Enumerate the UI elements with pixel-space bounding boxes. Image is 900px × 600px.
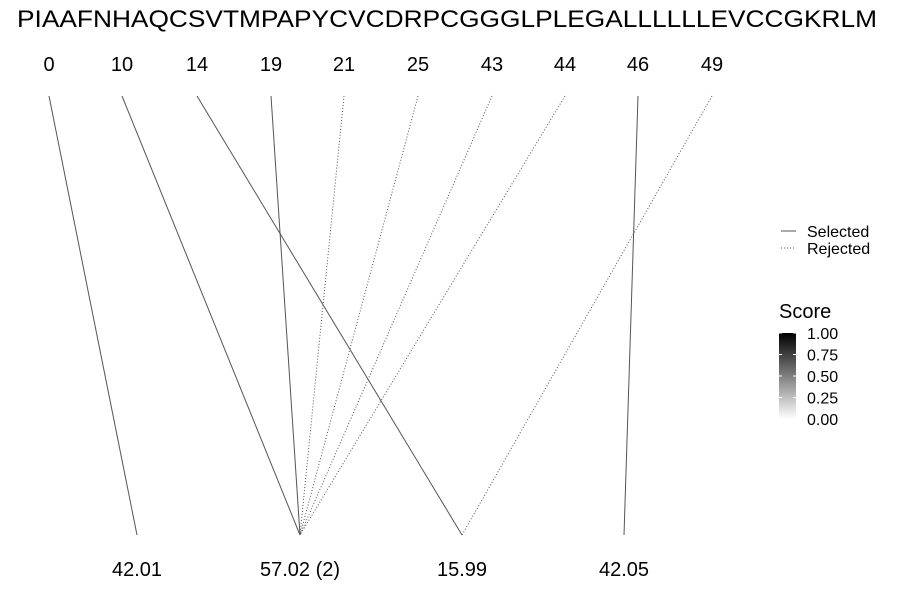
position-label: 44 bbox=[554, 54, 576, 76]
position-label: 0 bbox=[43, 54, 54, 76]
score-legend-title: Score bbox=[779, 301, 831, 323]
rejected-link bbox=[299, 95, 419, 536]
selected-link bbox=[623, 95, 639, 536]
score-tick-label: 0.50 bbox=[807, 369, 838, 386]
position-labels: 0 10 14 19 21 25 43 44 46 49 bbox=[43, 54, 723, 76]
links-layer bbox=[48, 95, 713, 536]
selected-link bbox=[270, 95, 301, 536]
score-tick-label: 0.25 bbox=[807, 391, 838, 408]
legend-selected-label: Selected bbox=[807, 224, 869, 241]
legend-rejected-label: Rejected bbox=[807, 241, 870, 258]
position-label: 19 bbox=[260, 54, 282, 76]
mass-label: 42.05 bbox=[599, 559, 649, 581]
score-tick-label: 1.00 bbox=[807, 326, 838, 343]
score-colorbar bbox=[779, 333, 796, 419]
selected-link bbox=[196, 95, 463, 536]
position-label: 21 bbox=[333, 54, 355, 76]
sequence-title: PIAAFNHAQCSVTMPAPYCVCDRPCGGGLPLEGALLLLLL… bbox=[17, 6, 877, 33]
mass-labels: 42.01 57.02 (2) 15.99 42.05 bbox=[112, 559, 649, 581]
score-legend: Score 1.00 0.75 0.50 0.25 0.00 bbox=[779, 301, 838, 429]
mass-label: 57.02 (2) bbox=[260, 559, 340, 581]
position-label: 46 bbox=[627, 54, 649, 76]
position-label: 49 bbox=[701, 54, 723, 76]
selected-link bbox=[48, 95, 138, 536]
position-label: 25 bbox=[407, 54, 429, 76]
score-tick-label: 0.00 bbox=[807, 412, 838, 429]
position-label: 43 bbox=[481, 54, 503, 76]
rejected-link bbox=[299, 95, 493, 536]
score-tick-label: 0.75 bbox=[807, 348, 838, 365]
position-label: 14 bbox=[186, 54, 208, 76]
linetype-legend: Selected Rejected bbox=[781, 224, 870, 258]
rejected-link bbox=[461, 95, 713, 536]
mass-label: 42.01 bbox=[112, 559, 162, 581]
selected-link bbox=[121, 95, 301, 536]
rejected-link bbox=[299, 95, 566, 536]
rejected-link bbox=[299, 95, 345, 536]
mass-label: 15.99 bbox=[437, 559, 487, 581]
position-label: 10 bbox=[111, 54, 133, 76]
